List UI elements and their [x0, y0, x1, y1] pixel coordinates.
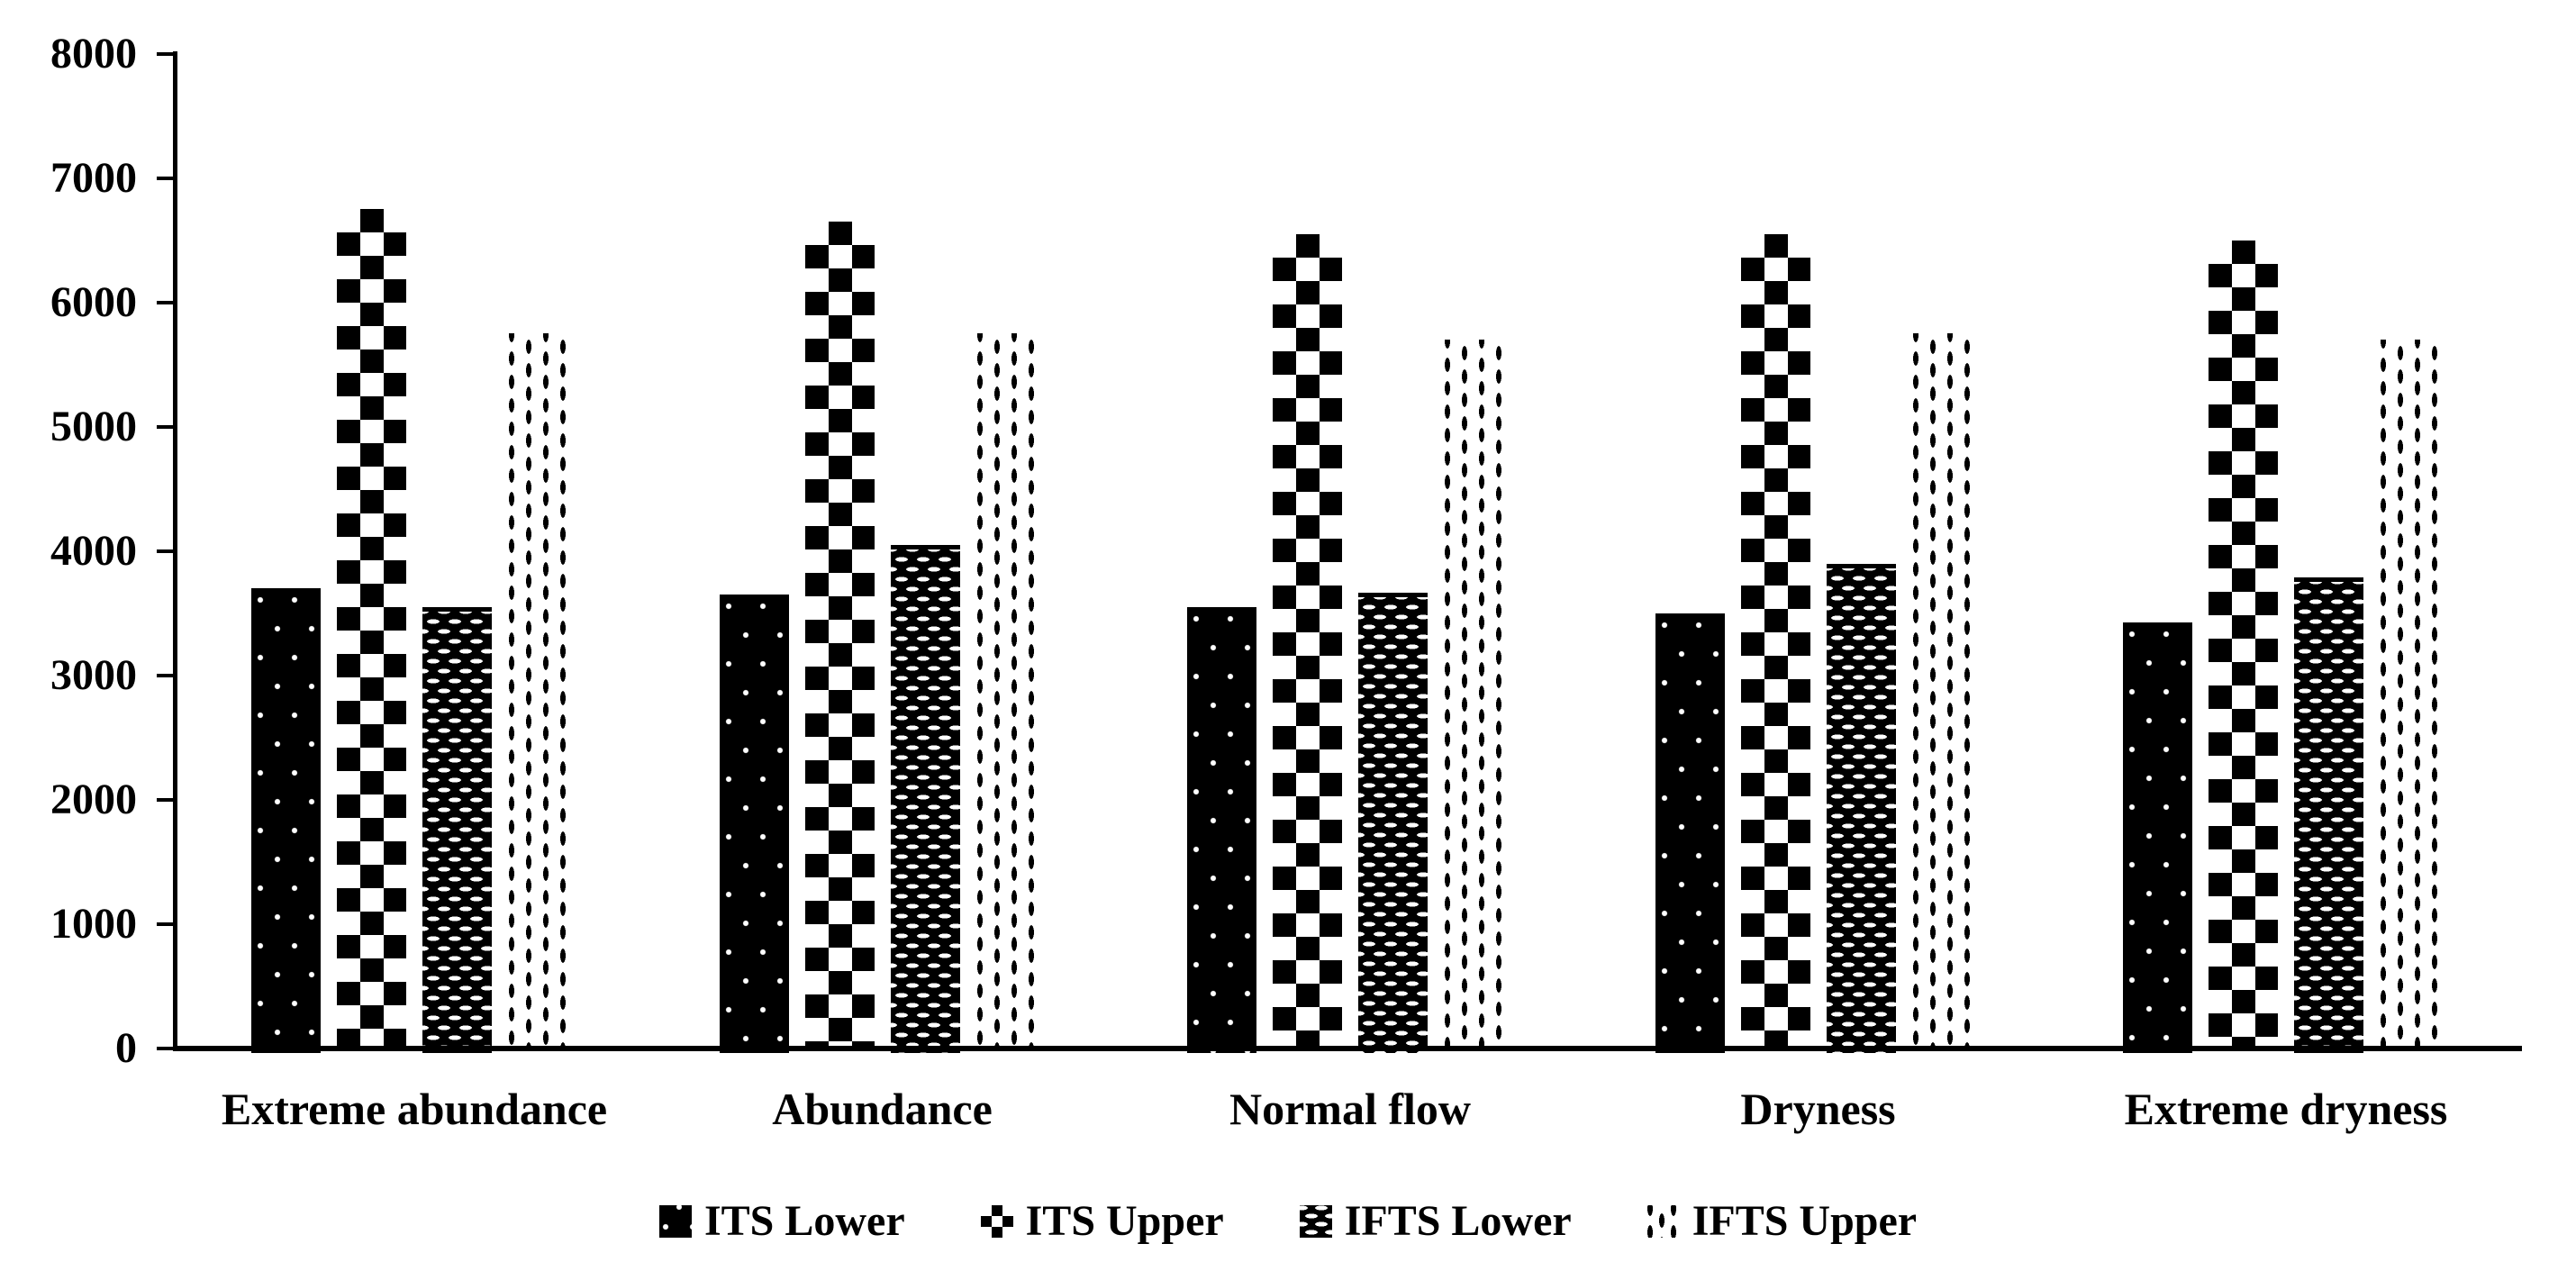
bar-its-lower-abundance: [720, 595, 789, 1053]
legend-swatch-black-white-checkerboard-icon: [980, 1205, 1013, 1238]
bar-its-lower-normal-flow: [1187, 607, 1256, 1053]
bar-ifts-lower-normal-flow: [1358, 593, 1428, 1053]
category-label-abundance: Abundance: [772, 1084, 993, 1134]
bar-its-lower-extreme-dryness: [2123, 622, 2192, 1053]
y-tick-mark: [157, 301, 175, 304]
y-tick-mark: [157, 549, 175, 553]
y-tick-label: 1000: [50, 900, 137, 948]
category-label-dryness: Dryness: [1740, 1084, 1896, 1134]
y-axis-line: [173, 51, 177, 1051]
bar-its-upper-abundance: [805, 222, 875, 1049]
legend-item-ifts-lower: IFTS Lower: [1299, 1194, 1572, 1248]
y-tick-mark: [157, 52, 175, 56]
legend-item-ifts-upper: IFTS Upper: [1646, 1194, 1918, 1248]
bar-ifts-upper-extreme-abundance: [508, 333, 577, 1049]
y-tick-label: 5000: [50, 403, 137, 450]
x-axis-line: [175, 1046, 2522, 1051]
y-tick-mark: [157, 177, 175, 180]
bar-its-upper-extreme-dryness: [2209, 241, 2278, 1049]
bar-ifts-lower-extreme-abundance: [422, 607, 492, 1053]
category-label-extreme-abundance: Extreme abundance: [221, 1084, 608, 1134]
legend-label-its-upper: ITS Upper: [1025, 1197, 1224, 1245]
legend-item-its-upper: ITS Upper: [980, 1194, 1224, 1248]
bar-ifts-lower-abundance: [891, 545, 960, 1053]
bar-ifts-upper-extreme-dryness: [2380, 340, 2449, 1049]
legend-swatch-black-vertical-dashes-on-white-icon: [1646, 1205, 1680, 1238]
y-tick-label: 0: [115, 1024, 137, 1072]
bar-its-lower-extreme-abundance: [251, 588, 321, 1053]
y-tick-label: 6000: [50, 278, 137, 326]
y-tick-mark: [157, 425, 175, 429]
y-tick-mark: [157, 798, 175, 802]
legend-label-its-lower: ITS Lower: [703, 1197, 905, 1245]
bar-its-upper-normal-flow: [1273, 234, 1342, 1049]
bar-its-lower-dryness: [1655, 613, 1725, 1053]
y-tick-mark: [157, 674, 175, 677]
y-tick-label: 2000: [50, 776, 137, 823]
bar-ifts-upper-dryness: [1912, 333, 1982, 1049]
y-tick-label: 4000: [50, 527, 137, 575]
legend: ITS Lower ITS Upper IFTS Lower IFTS Upper: [0, 1187, 2576, 1256]
legend-swatch-white-dashes-on-black-weave-icon: [1299, 1205, 1332, 1238]
y-tick-label: 7000: [50, 154, 137, 202]
legend-item-its-lower: ITS Lower: [658, 1194, 905, 1248]
y-tick-mark: [157, 922, 175, 926]
bar-ifts-upper-normal-flow: [1444, 340, 1513, 1049]
legend-swatch-white-dots-on-black-icon: [658, 1205, 692, 1238]
legend-label-ifts-lower: IFTS Lower: [1344, 1197, 1572, 1245]
bar-ifts-lower-extreme-dryness: [2294, 577, 2363, 1053]
y-tick-label: 3000: [50, 651, 137, 699]
y-tick-label: 8000: [50, 30, 137, 77]
bar-ifts-lower-dryness: [1827, 564, 1896, 1053]
category-label-normal-flow: Normal flow: [1229, 1084, 1471, 1134]
bar-its-upper-extreme-abundance: [337, 209, 406, 1049]
legend-label-ifts-upper: IFTS Upper: [1692, 1197, 1918, 1245]
category-label-extreme-dryness: Extreme dryness: [2124, 1084, 2448, 1134]
y-tick-mark: [157, 1047, 175, 1050]
bar-ifts-upper-abundance: [976, 333, 1046, 1049]
bar-its-upper-dryness: [1741, 234, 1810, 1049]
